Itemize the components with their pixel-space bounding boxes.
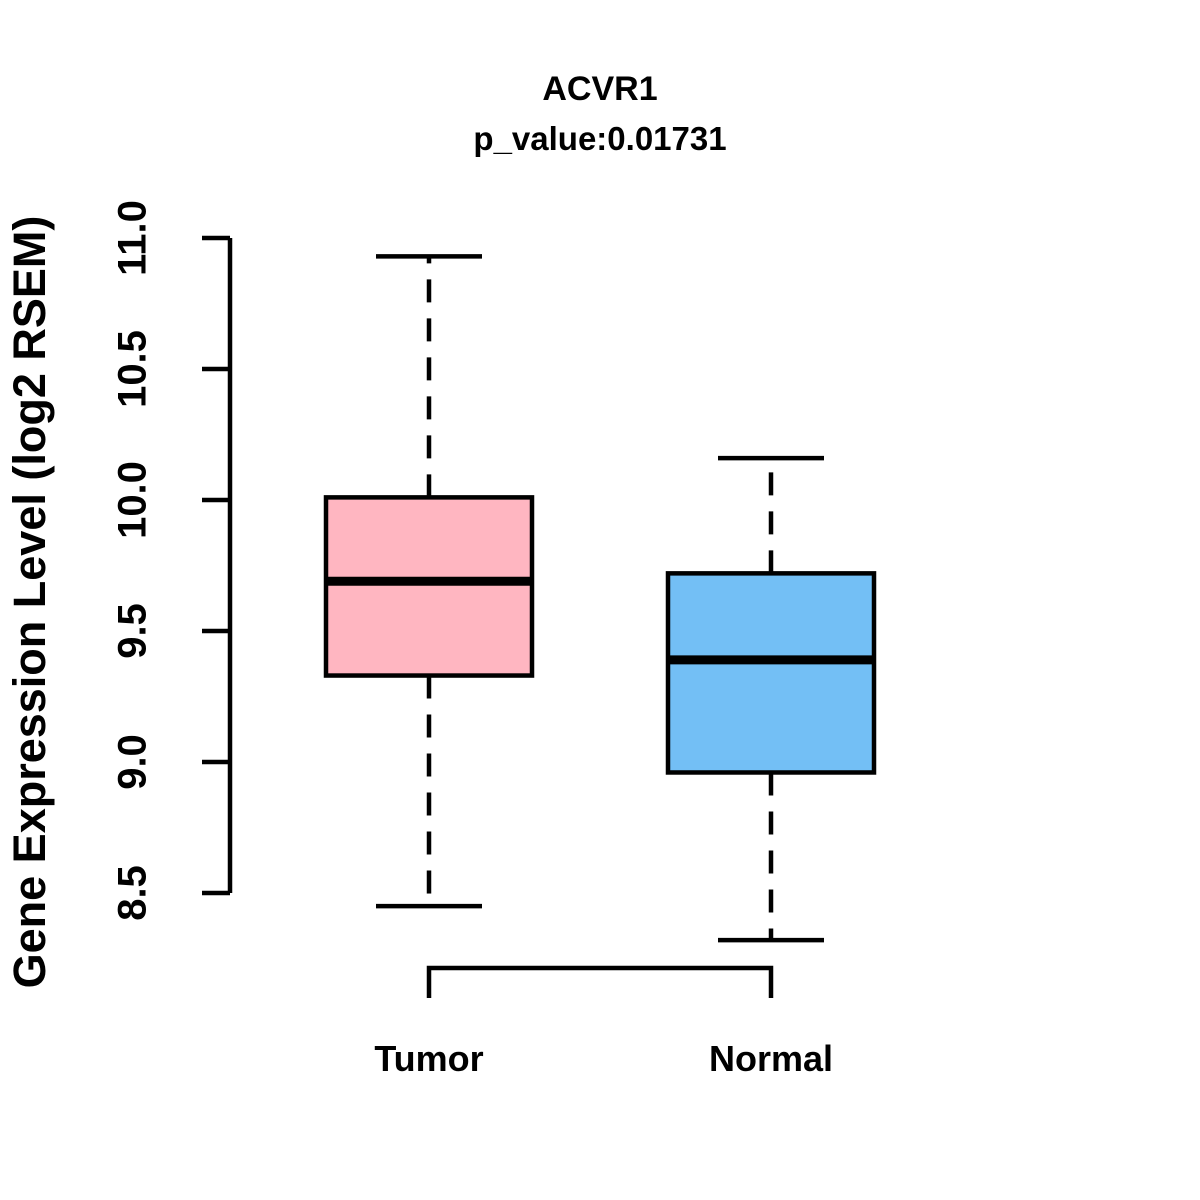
chart-subtitle: p_value:0.01731 [473, 120, 727, 157]
x-label-tumor: Tumor [374, 1038, 484, 1079]
y-tick-label: 8.5 [110, 865, 155, 921]
y-tick-label: 10.5 [110, 330, 155, 408]
y-tick-label: 9.0 [110, 734, 155, 790]
x-axis-bracket [426, 965, 774, 998]
box-normal [665, 571, 877, 775]
x-label-normal: Normal [708, 1038, 834, 1079]
box-tumor [323, 495, 535, 678]
y-tick-label: 9.5 [110, 603, 155, 659]
y-tick-label: 10.0 [110, 461, 155, 539]
chart-title: ACVR1 [542, 70, 658, 108]
y-tick-label: 11.0 [110, 200, 155, 276]
